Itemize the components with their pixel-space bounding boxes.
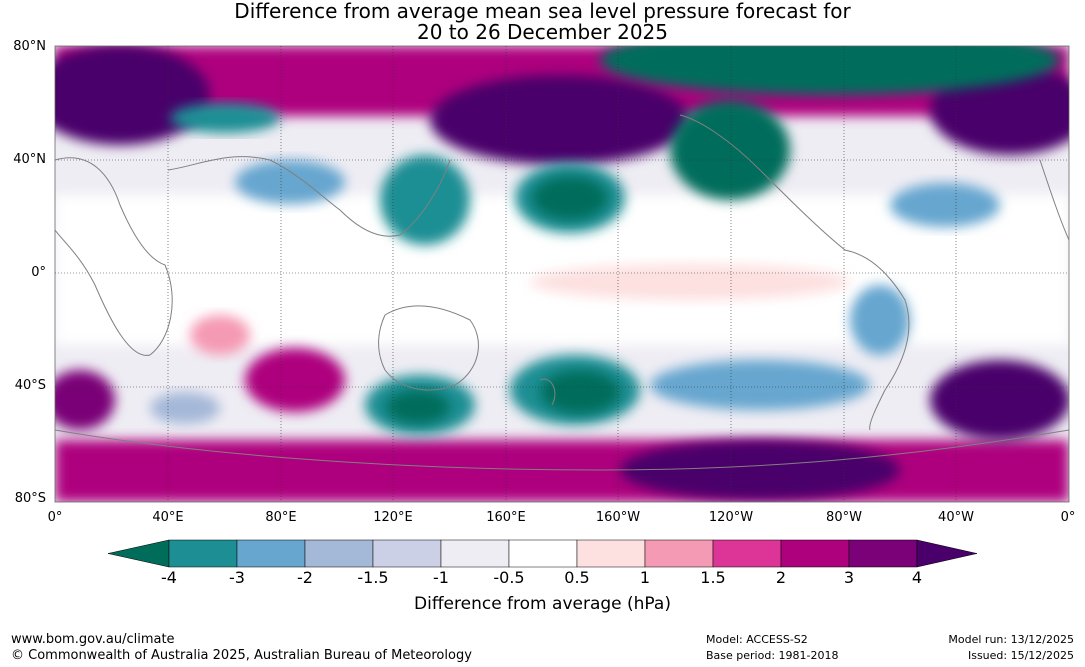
colorbar-bin [168, 539, 238, 568]
colorbar-bin [780, 539, 850, 568]
lon-label-160e: 160°E [486, 510, 526, 525]
lon-label-0-east: 0° [1060, 510, 1076, 525]
colorbar-tick: -0.5 [493, 568, 525, 587]
colorbar-under-arrow [107, 539, 170, 568]
lat-label-40s: 40°S [14, 378, 46, 393]
lat-label-40n: 40°N [13, 152, 46, 167]
colorbar-tick: 1.5 [700, 568, 726, 587]
colorbar-label: Difference from average (hPa) [414, 594, 671, 614]
lon-label-40w: 40°W [938, 510, 974, 525]
colorbar [107, 539, 978, 568]
colorbar-over-arrow [916, 539, 978, 568]
graticule [55, 46, 1069, 502]
colorbar-tick: -4 [161, 568, 177, 587]
map-title-line2: 20 to 26 December 2025 [416, 20, 668, 44]
colorbar-tick: 1 [639, 568, 651, 587]
footer-copyright: © Commonwealth of Australia 2025, Austra… [11, 648, 472, 663]
colorbar-tick: 2 [775, 568, 787, 587]
colorbar-bin [644, 539, 714, 568]
colorbar-bin [576, 539, 646, 568]
lat-label-80s: 80°S [14, 491, 46, 506]
colorbar-tick: -2 [297, 568, 313, 587]
map-frame [54, 45, 1070, 503]
colorbar-tick: -1 [433, 568, 449, 587]
colorbar-bin [372, 539, 442, 568]
lat-label-80n: 80°N [13, 39, 46, 54]
lon-label-0-west: 0° [47, 510, 63, 525]
pressure-anomaly-map [54, 45, 1070, 503]
anomaly-field [55, 46, 1069, 502]
lon-label-120w: 120°W [708, 510, 754, 525]
lat-label-0: 0° [31, 265, 46, 280]
footer-base-period: Base period: 1981-2018 [706, 649, 839, 662]
lon-label-80w: 80°W [826, 510, 862, 525]
lon-label-120e: 120°E [373, 510, 413, 525]
colorbar-bin [236, 539, 306, 568]
colorbar-tick: -1.5 [357, 568, 389, 587]
colorbar-bin [848, 539, 918, 568]
lon-label-80e: 80°E [265, 510, 297, 525]
footer-website: www.bom.gov.au/climate [11, 632, 175, 647]
colorbar-bin [304, 539, 374, 568]
colorbar-tick: 4 [911, 568, 923, 587]
colorbar-bin [508, 539, 578, 568]
colorbar-tick: -3 [229, 568, 245, 587]
coastlines [54, 114, 1070, 471]
footer-model: Model: ACCESS-S2 [706, 633, 808, 646]
footer-model-run: Model run: 13/12/2025 [948, 633, 1074, 646]
colorbar-tick: 3 [843, 568, 855, 587]
map-title-line1: Difference from average mean sea level p… [234, 0, 851, 23]
lon-label-40e: 40°E [152, 510, 184, 525]
lon-label-160w: 160°W [595, 510, 641, 525]
colorbar-bin [712, 539, 782, 568]
footer-issued: Issued: 15/12/2025 [967, 649, 1074, 662]
colorbar-tick: 0.5 [564, 568, 590, 587]
colorbar-bin [440, 539, 510, 568]
